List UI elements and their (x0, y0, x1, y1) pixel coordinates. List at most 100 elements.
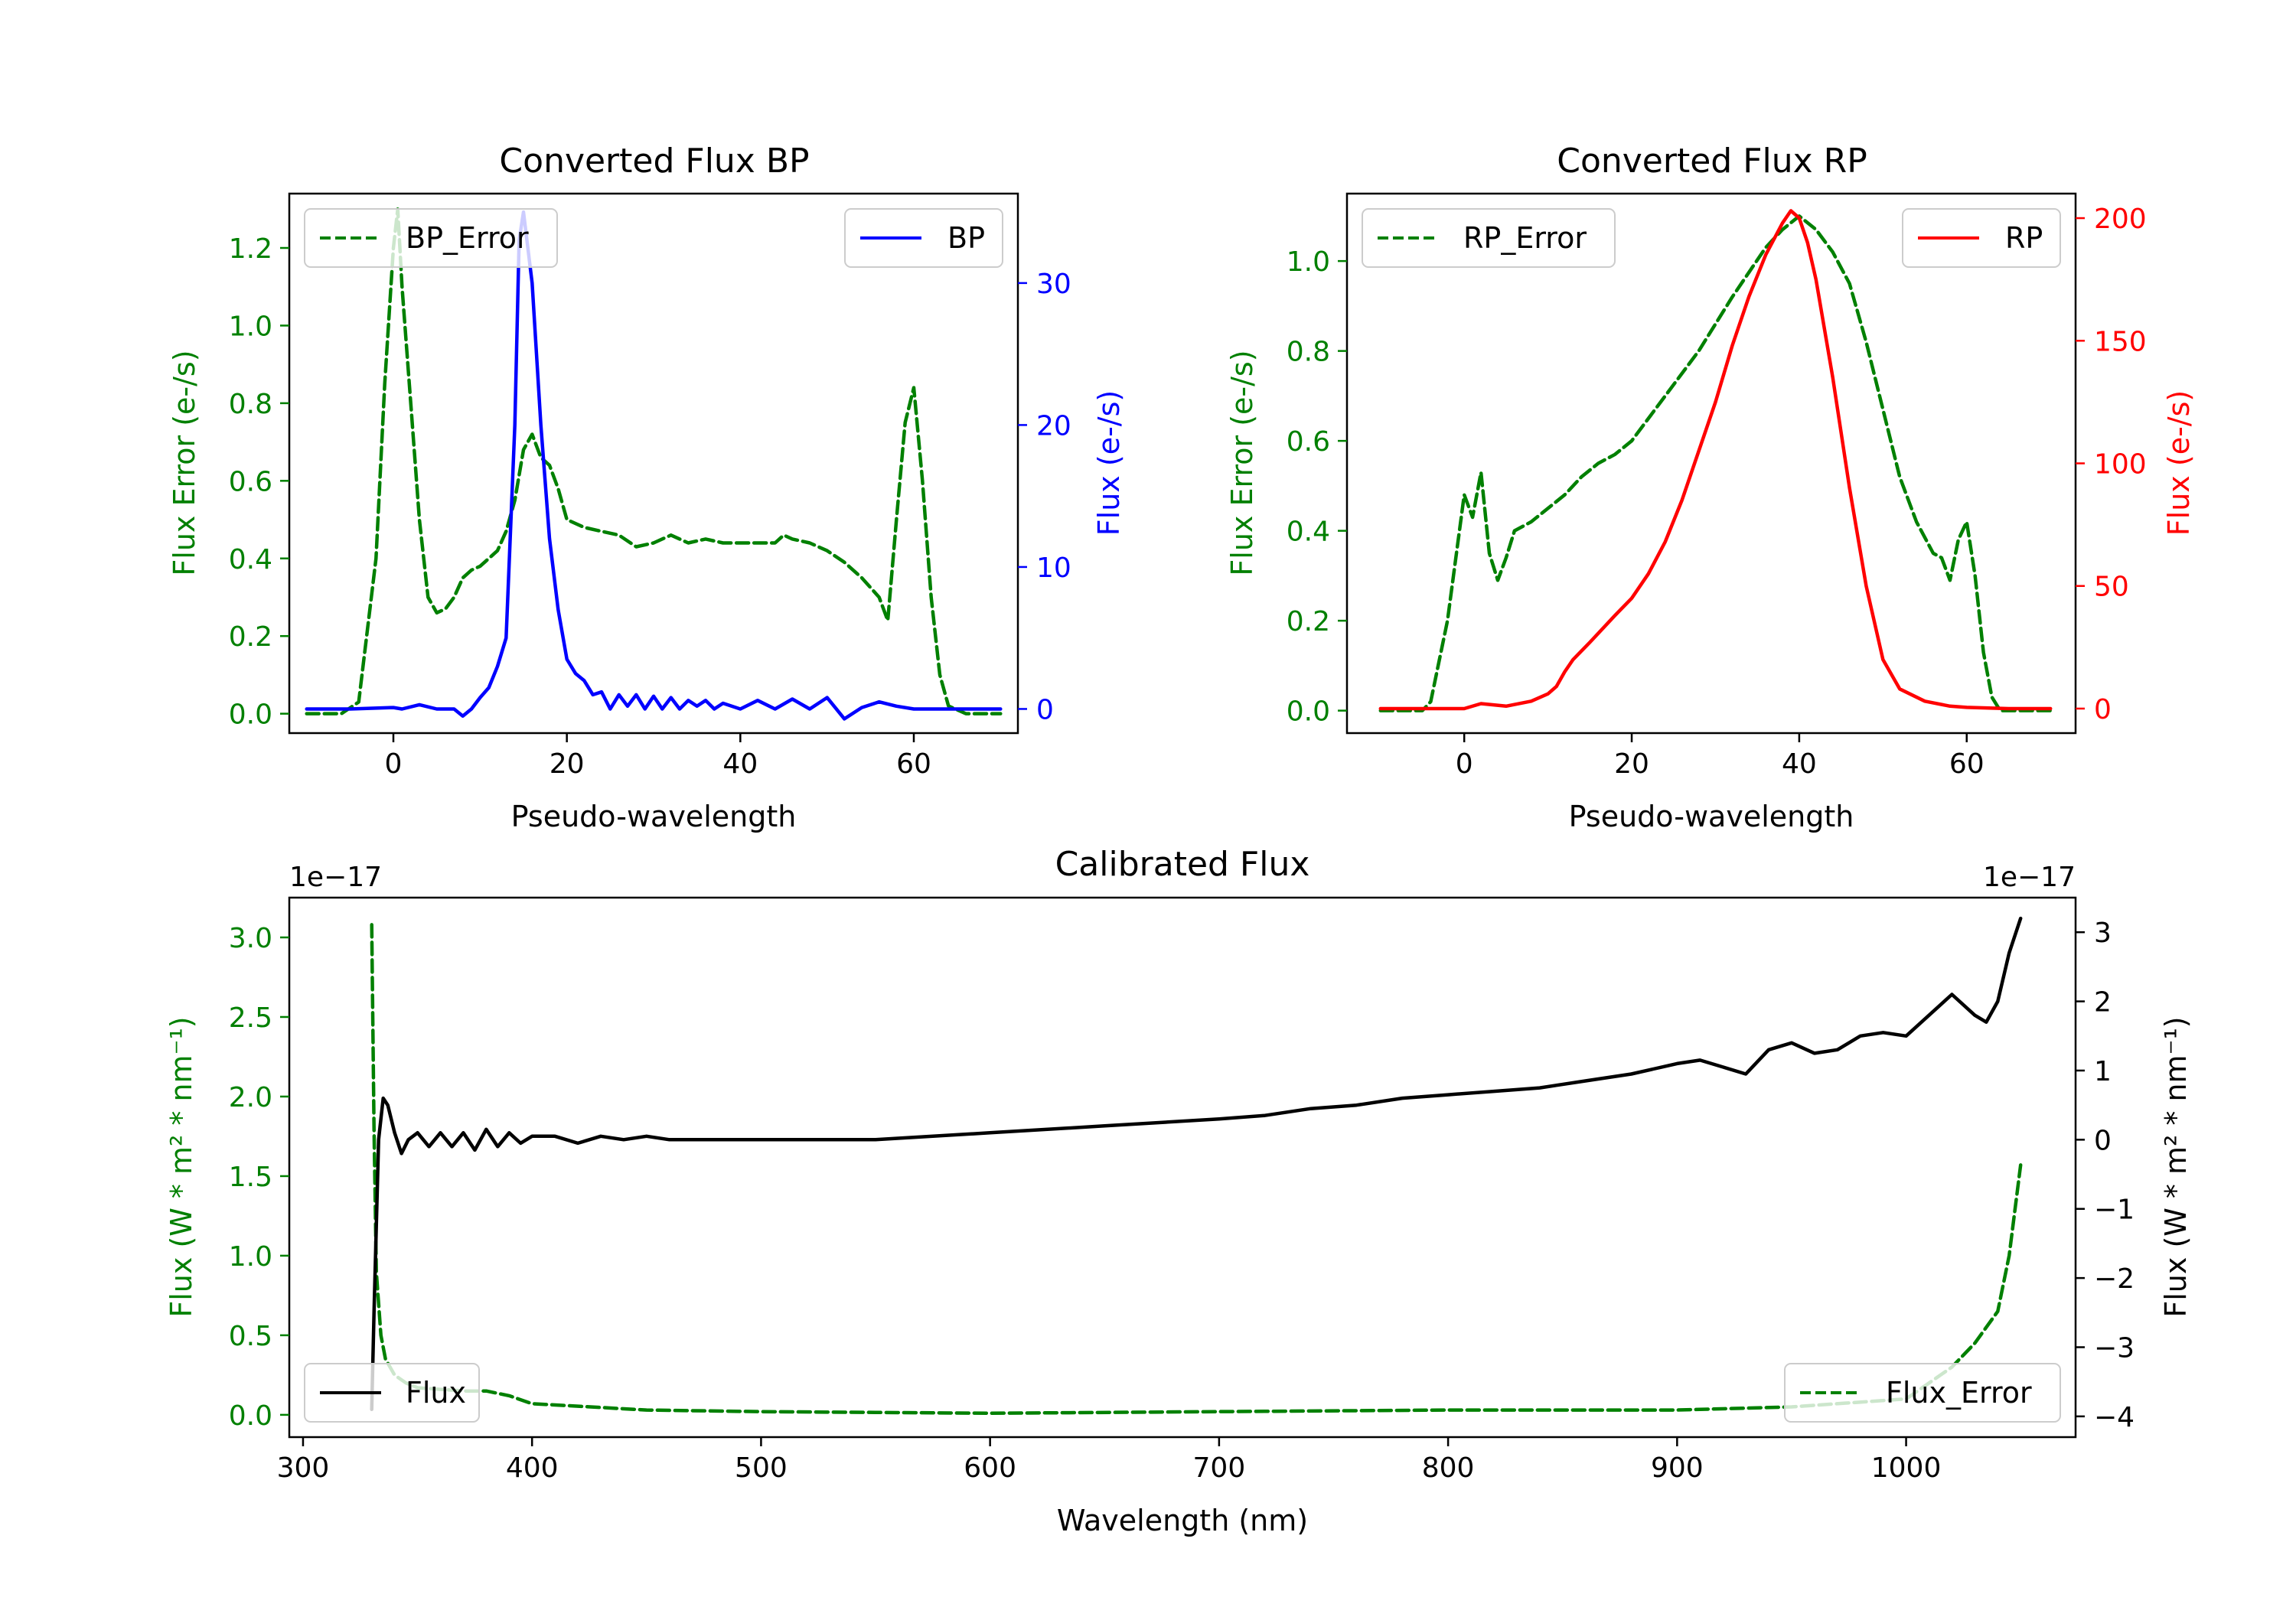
cal-xtick-label: 400 (506, 1452, 559, 1484)
bp-title: Converted Flux BP (499, 142, 809, 181)
cal-right-tick-label: −2 (2094, 1263, 2135, 1295)
rp-xtick-label: 60 (1949, 748, 1985, 780)
rp-legend-right-label: RP (2005, 221, 2043, 255)
rp-left-tick-label: 0.0 (1287, 696, 1330, 728)
cal-legend-left-label: Flux (406, 1376, 466, 1410)
cal-title: Calibrated Flux (1055, 845, 1310, 884)
cal-xtick-label: 600 (964, 1452, 1016, 1484)
rp-legend-left-box (1362, 208, 1616, 268)
cal-left-ylabel: Flux (W * m² * nm⁻¹) (165, 1016, 198, 1317)
bp-xlabel: Pseudo-wavelength (511, 800, 797, 833)
rp-left-ylabel: Flux Error (e-/s) (1225, 350, 1259, 575)
bp-xtick-label: 60 (896, 748, 931, 780)
rp-right-ticks: 0 50 100 150 200 (2076, 204, 2147, 725)
cal-right-tick-label: −4 (2094, 1402, 2135, 1433)
cal-right-ylabel: Flux (W * m² * nm⁻¹) (2159, 1016, 2193, 1317)
rp-legend-right-box (1902, 208, 2061, 268)
rp-title: Converted Flux RP (1557, 142, 1867, 181)
bp-xtick-label: 40 (722, 748, 758, 780)
cal-x-ticks: 300 400 500 600 700 800 900 1000 (277, 1437, 1942, 1484)
rp-series-rp-error (1378, 214, 2053, 712)
cal-frame (288, 896, 2077, 1439)
bp-legend-left: BP_Error (304, 208, 558, 268)
panel-bp: Converted Flux BP 0 20 40 60 0.00.20.40.60.… (168, 142, 1126, 833)
rp-xtick-label: 40 (1782, 748, 1817, 780)
cal-right-tick-label: 3 (2094, 918, 2112, 949)
bp-legend-right: BP (844, 208, 1003, 268)
cal-left-tick-label: 2.5 (229, 1002, 272, 1034)
cal-left-tick-label: 1.5 (229, 1162, 272, 1193)
cal-legend-right: Flux_Error (1784, 1363, 2061, 1423)
bp-xtick-label: 20 (550, 748, 585, 780)
cal-left-tick-label: 2.0 (229, 1082, 272, 1113)
cal-xlabel: Wavelength (nm) (1057, 1504, 1308, 1537)
rp-legend-left: RP_Error (1362, 208, 1616, 268)
bp-right-tick-label: 20 (1036, 410, 1071, 442)
bp-legend-left-label: BP_Error (406, 221, 529, 255)
rp-right-tick-label: 100 (2094, 449, 2147, 481)
bp-xtick-label: 0 (385, 748, 403, 780)
cal-right-tick-label: −3 (2094, 1333, 2135, 1364)
rp-xlabel: Pseudo-wavelength (1569, 800, 1854, 833)
cal-legend-left-box (304, 1363, 480, 1423)
cal-left-tick-label: 3.0 (229, 923, 272, 954)
bp-right-ticks: 0 10 20 30 (1018, 269, 1071, 725)
bp-left-ticks: 0.0 0.2 0.4 0.6 0.8 1.0 1.2 (229, 233, 289, 731)
cal-left-tick-label: 1.0 (229, 1241, 272, 1273)
cal-right-tick-label: 2 (2094, 987, 2112, 1019)
bp-left-tick-label: 1.0 (229, 311, 272, 342)
cal-legend-right-box (1784, 1363, 2061, 1423)
bp-series-bp-error (305, 207, 1003, 715)
rp-left-ticks: 0.0 0.2 0.4 0.6 0.8 1.0 (1287, 246, 1347, 728)
rp-right-tick-label: 150 (2094, 326, 2147, 357)
panel-calibrated: Calibrated Flux 300 400 500 600 700 800 900 100… (165, 845, 2193, 1537)
rp-right-tick-label: 50 (2094, 572, 2129, 603)
bp-left-tick-label: 0.6 (229, 466, 272, 497)
bp-x-ticks: 0 20 40 60 (385, 733, 931, 780)
bp-left-tick-label: 0.8 (229, 389, 272, 420)
rp-series-rp (1378, 209, 2053, 711)
cal-xtick-label: 1000 (1871, 1452, 1942, 1484)
bp-legend-right-label: BP (947, 221, 985, 255)
cal-xtick-label: 300 (277, 1452, 330, 1484)
bp-right-tick-label: 0 (1036, 694, 1054, 725)
rp-xtick-label: 0 (1456, 748, 1473, 780)
cal-left-offset-text: 1e−17 (289, 862, 382, 893)
rp-right-tick-label: 0 (2094, 694, 2112, 725)
cal-series-flux (370, 916, 2023, 1412)
cal-right-tick-label: −1 (2094, 1195, 2135, 1226)
rp-right-tick-label: 200 (2094, 204, 2147, 235)
bp-legend-right-box (844, 208, 1003, 268)
cal-legend-right-label: Flux_Error (1886, 1376, 2032, 1410)
rp-left-tick-label: 0.6 (1287, 426, 1330, 458)
rp-left-tick-label: 0.2 (1287, 606, 1330, 637)
rp-left-tick-label: 0.4 (1287, 517, 1330, 548)
bp-left-tick-label: 0.2 (229, 621, 272, 653)
rp-xtick-label: 20 (1614, 748, 1649, 780)
bp-left-ylabel: Flux Error (e-/s) (168, 350, 201, 575)
bp-left-tick-label: 1.2 (229, 233, 272, 265)
cal-right-tick-label: 0 (2094, 1125, 2112, 1156)
cal-xtick-label: 500 (735, 1452, 788, 1484)
rp-legend-right: RP (1902, 208, 2061, 268)
cal-right-ticks: −4 −3 −2 −1 0 1 2 3 (2076, 918, 2135, 1433)
cal-left-tick-label: 0.0 (229, 1400, 272, 1432)
bp-left-tick-label: 0.0 (229, 699, 272, 731)
cal-right-tick-label: 1 (2094, 1056, 2112, 1087)
bp-legend-left-box (304, 208, 558, 268)
cal-xtick-label: 800 (1422, 1452, 1475, 1484)
bp-left-tick-label: 0.4 (229, 544, 272, 575)
bp-right-tick-label: 10 (1036, 553, 1071, 584)
rp-left-tick-label: 0.8 (1287, 337, 1330, 368)
bp-right-ylabel: Flux (e-/s) (1092, 390, 1126, 536)
cal-left-tick-label: 0.5 (229, 1321, 272, 1352)
cal-xtick-label: 900 (1651, 1452, 1704, 1484)
cal-right-offset-text: 1e−17 (1983, 862, 2076, 893)
bp-plot-area (305, 207, 1003, 721)
cal-left-ticks: 0.0 0.5 1.0 1.5 2.0 2.5 3.0 (229, 923, 289, 1432)
rp-x-ticks: 0 20 40 60 (1456, 733, 1985, 780)
cal-legend-left: Flux (304, 1363, 480, 1423)
rp-left-tick-label: 1.0 (1287, 246, 1330, 278)
rp-legend-left-label: RP_Error (1463, 221, 1587, 255)
